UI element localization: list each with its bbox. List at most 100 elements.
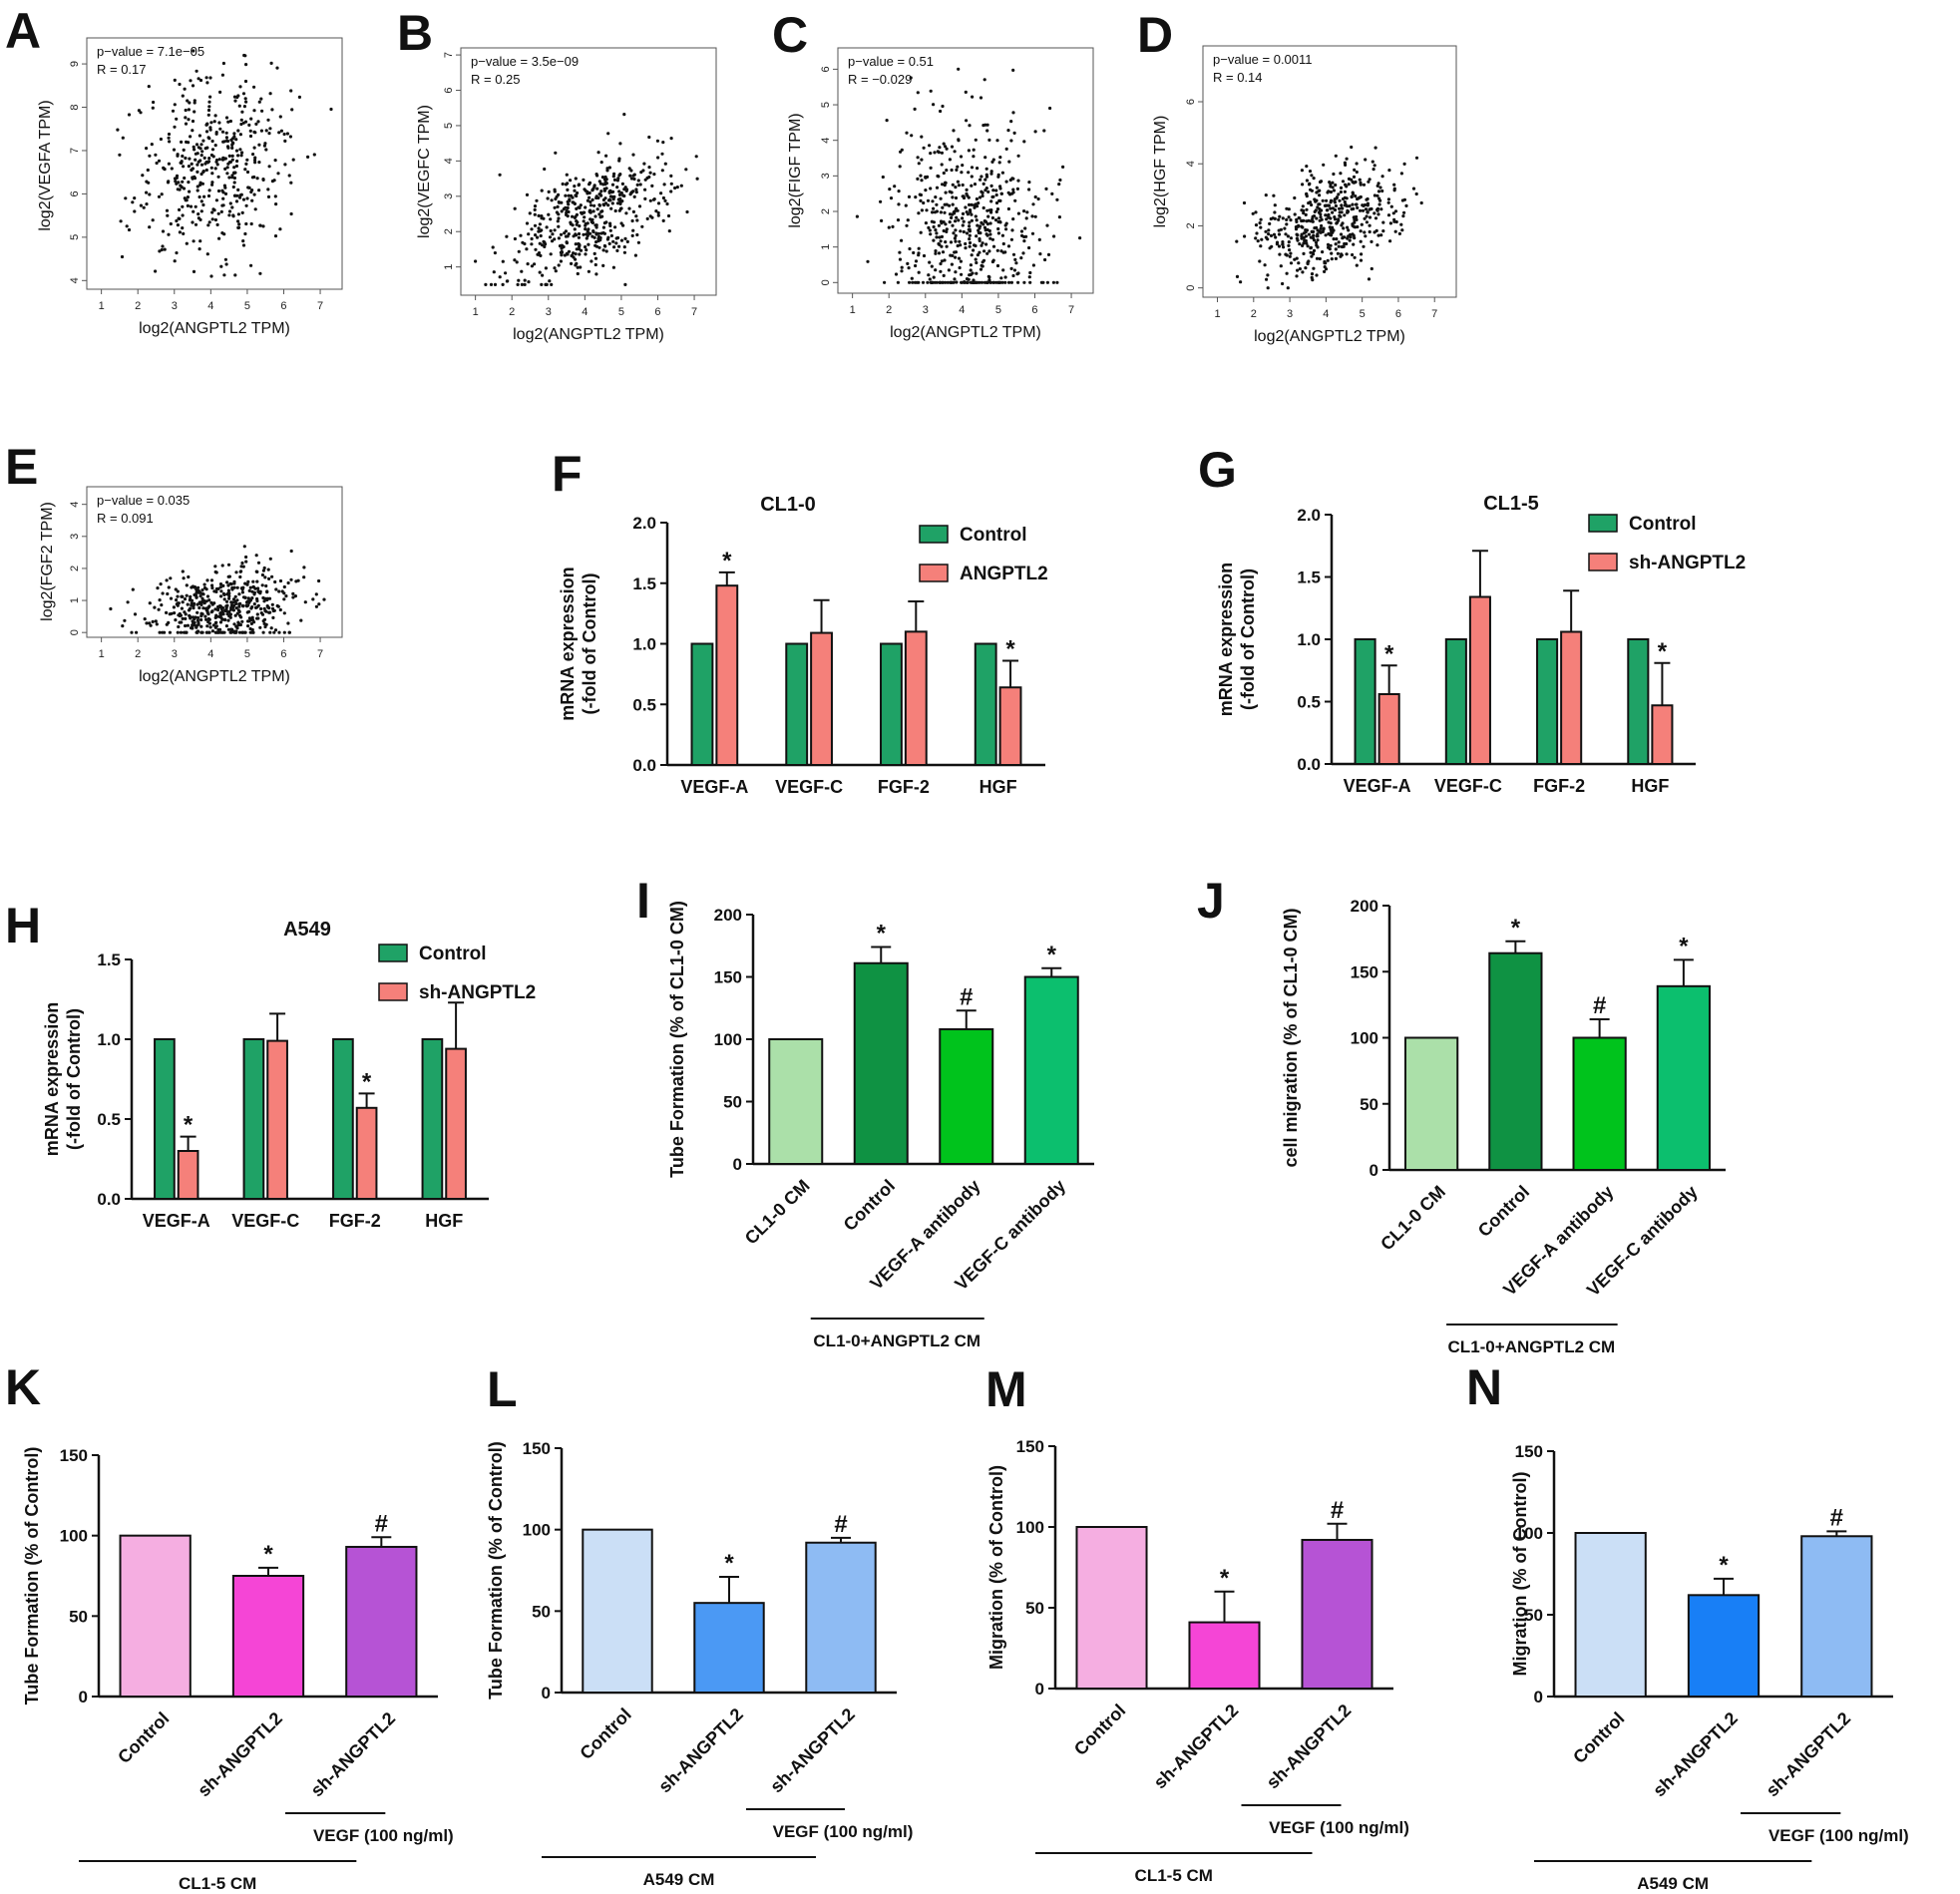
scatter-point	[565, 240, 569, 244]
scatter-point	[652, 197, 656, 201]
scatter-point	[684, 168, 688, 172]
scatter-point	[1001, 241, 1005, 246]
scatter-point	[268, 630, 272, 634]
scatter-point	[505, 279, 509, 283]
scatter-point	[1312, 214, 1317, 218]
scatter-point	[208, 76, 212, 80]
scatter-point	[1258, 259, 1262, 263]
scatter-point	[187, 118, 191, 122]
scatter-point	[979, 178, 982, 182]
scatter-point	[173, 177, 178, 181]
scatter-point	[1305, 165, 1309, 169]
scatter-point	[999, 249, 1003, 253]
scatter-point	[127, 113, 132, 117]
scatter-point	[169, 221, 173, 226]
significance-mark: *	[724, 1550, 734, 1577]
scatter-point	[210, 602, 214, 606]
y-tick-label: 100	[60, 1527, 88, 1546]
scatter-point	[220, 612, 224, 616]
scatter-point	[1343, 161, 1347, 165]
y-tick-label: 4	[820, 138, 832, 144]
scatter-point	[959, 259, 964, 263]
scatter-point	[982, 225, 987, 229]
scatter-point	[630, 218, 634, 223]
scatter-point	[126, 600, 130, 604]
scatter-point	[1285, 206, 1289, 210]
scatter-point	[257, 189, 261, 192]
scatter-point	[199, 617, 203, 622]
scatter-point	[1322, 163, 1326, 167]
scatter-point	[157, 159, 162, 163]
r-value-text: R = −0.029	[848, 72, 912, 87]
scatter-point	[996, 216, 1001, 220]
scatter-point	[191, 220, 195, 224]
scatter-point	[656, 156, 660, 160]
scatter-point	[237, 621, 241, 626]
scatter-point	[317, 602, 321, 606]
scatter-point	[957, 67, 961, 71]
scatter-point	[206, 108, 211, 113]
scatter-point	[243, 168, 247, 172]
scatter-point	[944, 280, 948, 284]
x-tick-label: 3	[172, 648, 178, 660]
panel-label: H	[5, 898, 41, 953]
scatter-point	[550, 239, 555, 243]
scatter-point	[1316, 238, 1320, 242]
scatter-point	[975, 196, 980, 201]
scatter-point	[238, 148, 242, 152]
scatter-point	[234, 570, 238, 574]
scatter-point	[1335, 237, 1339, 241]
scatter-point	[1366, 203, 1370, 207]
scatter-point	[590, 197, 594, 201]
scatter-point	[256, 120, 260, 124]
scatter-point	[964, 90, 968, 94]
scatter-point	[1372, 211, 1376, 215]
scatter-point	[1014, 261, 1018, 265]
scatter-point	[1030, 231, 1035, 235]
scatter-point	[185, 630, 189, 634]
scatter-point	[1365, 197, 1369, 201]
scatter-point	[241, 121, 245, 125]
y-axis-label: log2(VEGFA TPM)	[37, 100, 54, 230]
scatter-point	[1277, 228, 1281, 232]
scatter-point	[154, 153, 158, 157]
scatter-point	[955, 215, 959, 219]
scatter-point	[984, 232, 988, 236]
scatter-point	[1055, 280, 1059, 284]
scatter-point	[230, 585, 234, 589]
scatter-point	[1318, 202, 1322, 206]
scatter-point	[1293, 195, 1297, 200]
scatter-point	[1376, 189, 1381, 193]
y-tick-label: 0	[1185, 285, 1197, 291]
scatter-point	[1372, 168, 1375, 172]
scatter-point	[1302, 218, 1306, 222]
scatter-point	[1353, 217, 1357, 222]
scatter-point	[247, 588, 251, 593]
scatter-point	[1003, 280, 1007, 284]
scatter-point	[247, 616, 251, 620]
scatter-point	[622, 245, 626, 249]
scatter-point	[1381, 220, 1385, 224]
scatter-point	[218, 585, 222, 589]
scatter-point	[232, 579, 236, 584]
r-value-text: R = 0.14	[1213, 70, 1263, 85]
scatter-point	[1301, 183, 1305, 187]
scatter-point	[1022, 239, 1026, 243]
x-tick-label: 1	[850, 304, 856, 316]
scatter-point	[1356, 205, 1360, 209]
scatter-point	[287, 630, 291, 634]
scatter-point	[938, 242, 942, 246]
scatter-point	[235, 159, 239, 164]
scatter-point	[196, 170, 199, 174]
scatter-point	[928, 144, 932, 148]
scatter-point	[951, 195, 955, 199]
scatter-point	[264, 129, 268, 133]
scatter-point	[986, 214, 990, 218]
scatter-point	[527, 232, 531, 236]
scatter-point	[176, 589, 180, 593]
scatter-point	[233, 594, 237, 598]
scatter-point	[1285, 222, 1289, 226]
scatter-point	[291, 158, 295, 162]
bar-control	[1627, 638, 1650, 765]
scatter-point	[492, 270, 496, 274]
